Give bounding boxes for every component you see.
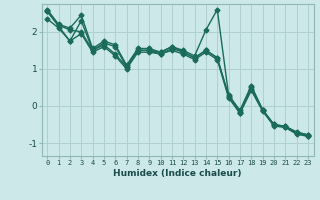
X-axis label: Humidex (Indice chaleur): Humidex (Indice chaleur) <box>113 169 242 178</box>
